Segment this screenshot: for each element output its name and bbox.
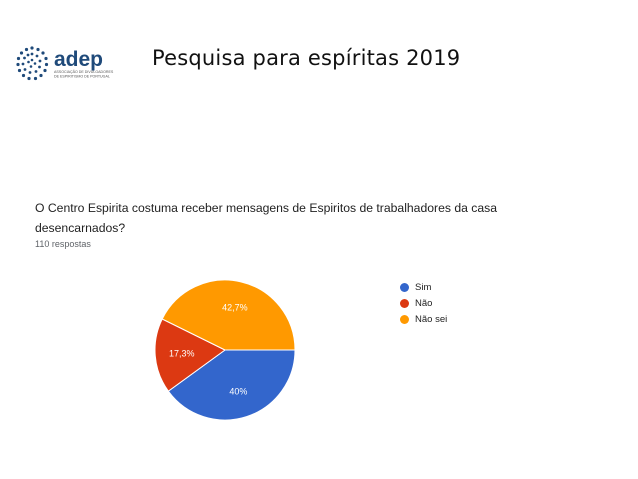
pie-data-label: 40% — [229, 386, 247, 396]
legend-label: Não — [415, 297, 433, 309]
pie-slice-nao — [154, 318, 226, 392]
legend-dot-icon — [400, 298, 409, 308]
slide-title: Pesquisa para espíritas 2019 — [152, 46, 461, 70]
survey-question: O Centro Espirita costuma receber mensag… — [35, 201, 498, 235]
adep-logo: adep ASSOCIAÇÃO DE DIVULGADORES DE ESPIR… — [16, 44, 128, 84]
pie-slice-nao-sei — [161, 279, 296, 351]
legend-item: Não — [400, 295, 447, 311]
logo-text: adep — [54, 48, 103, 71]
legend-label: Sim — [415, 281, 432, 293]
legend-dot-icon — [400, 282, 409, 292]
legend-label: Não sei — [415, 313, 448, 325]
pie-data-label: 42,7% — [222, 303, 248, 313]
response-count: 110 respostas — [35, 239, 91, 249]
pie-chart: 40% 17,3% 42,7% — [154, 279, 296, 421]
legend-item: Não sei — [400, 311, 447, 327]
logo-subtext-1: ASSOCIAÇÃO DE DIVULGADORES — [54, 69, 114, 74]
pie-slice-sim — [167, 349, 296, 421]
legend-item: Sim — [400, 279, 447, 295]
pie-data-label: 17,3% — [169, 349, 195, 359]
chart-legend: Sim Não Não sei — [400, 279, 447, 327]
legend-dot-icon — [400, 314, 409, 324]
logo-dots-icon — [16, 46, 49, 81]
logo-subtext-2: DE ESPIRITISMO DE PORTUGAL — [54, 75, 110, 79]
